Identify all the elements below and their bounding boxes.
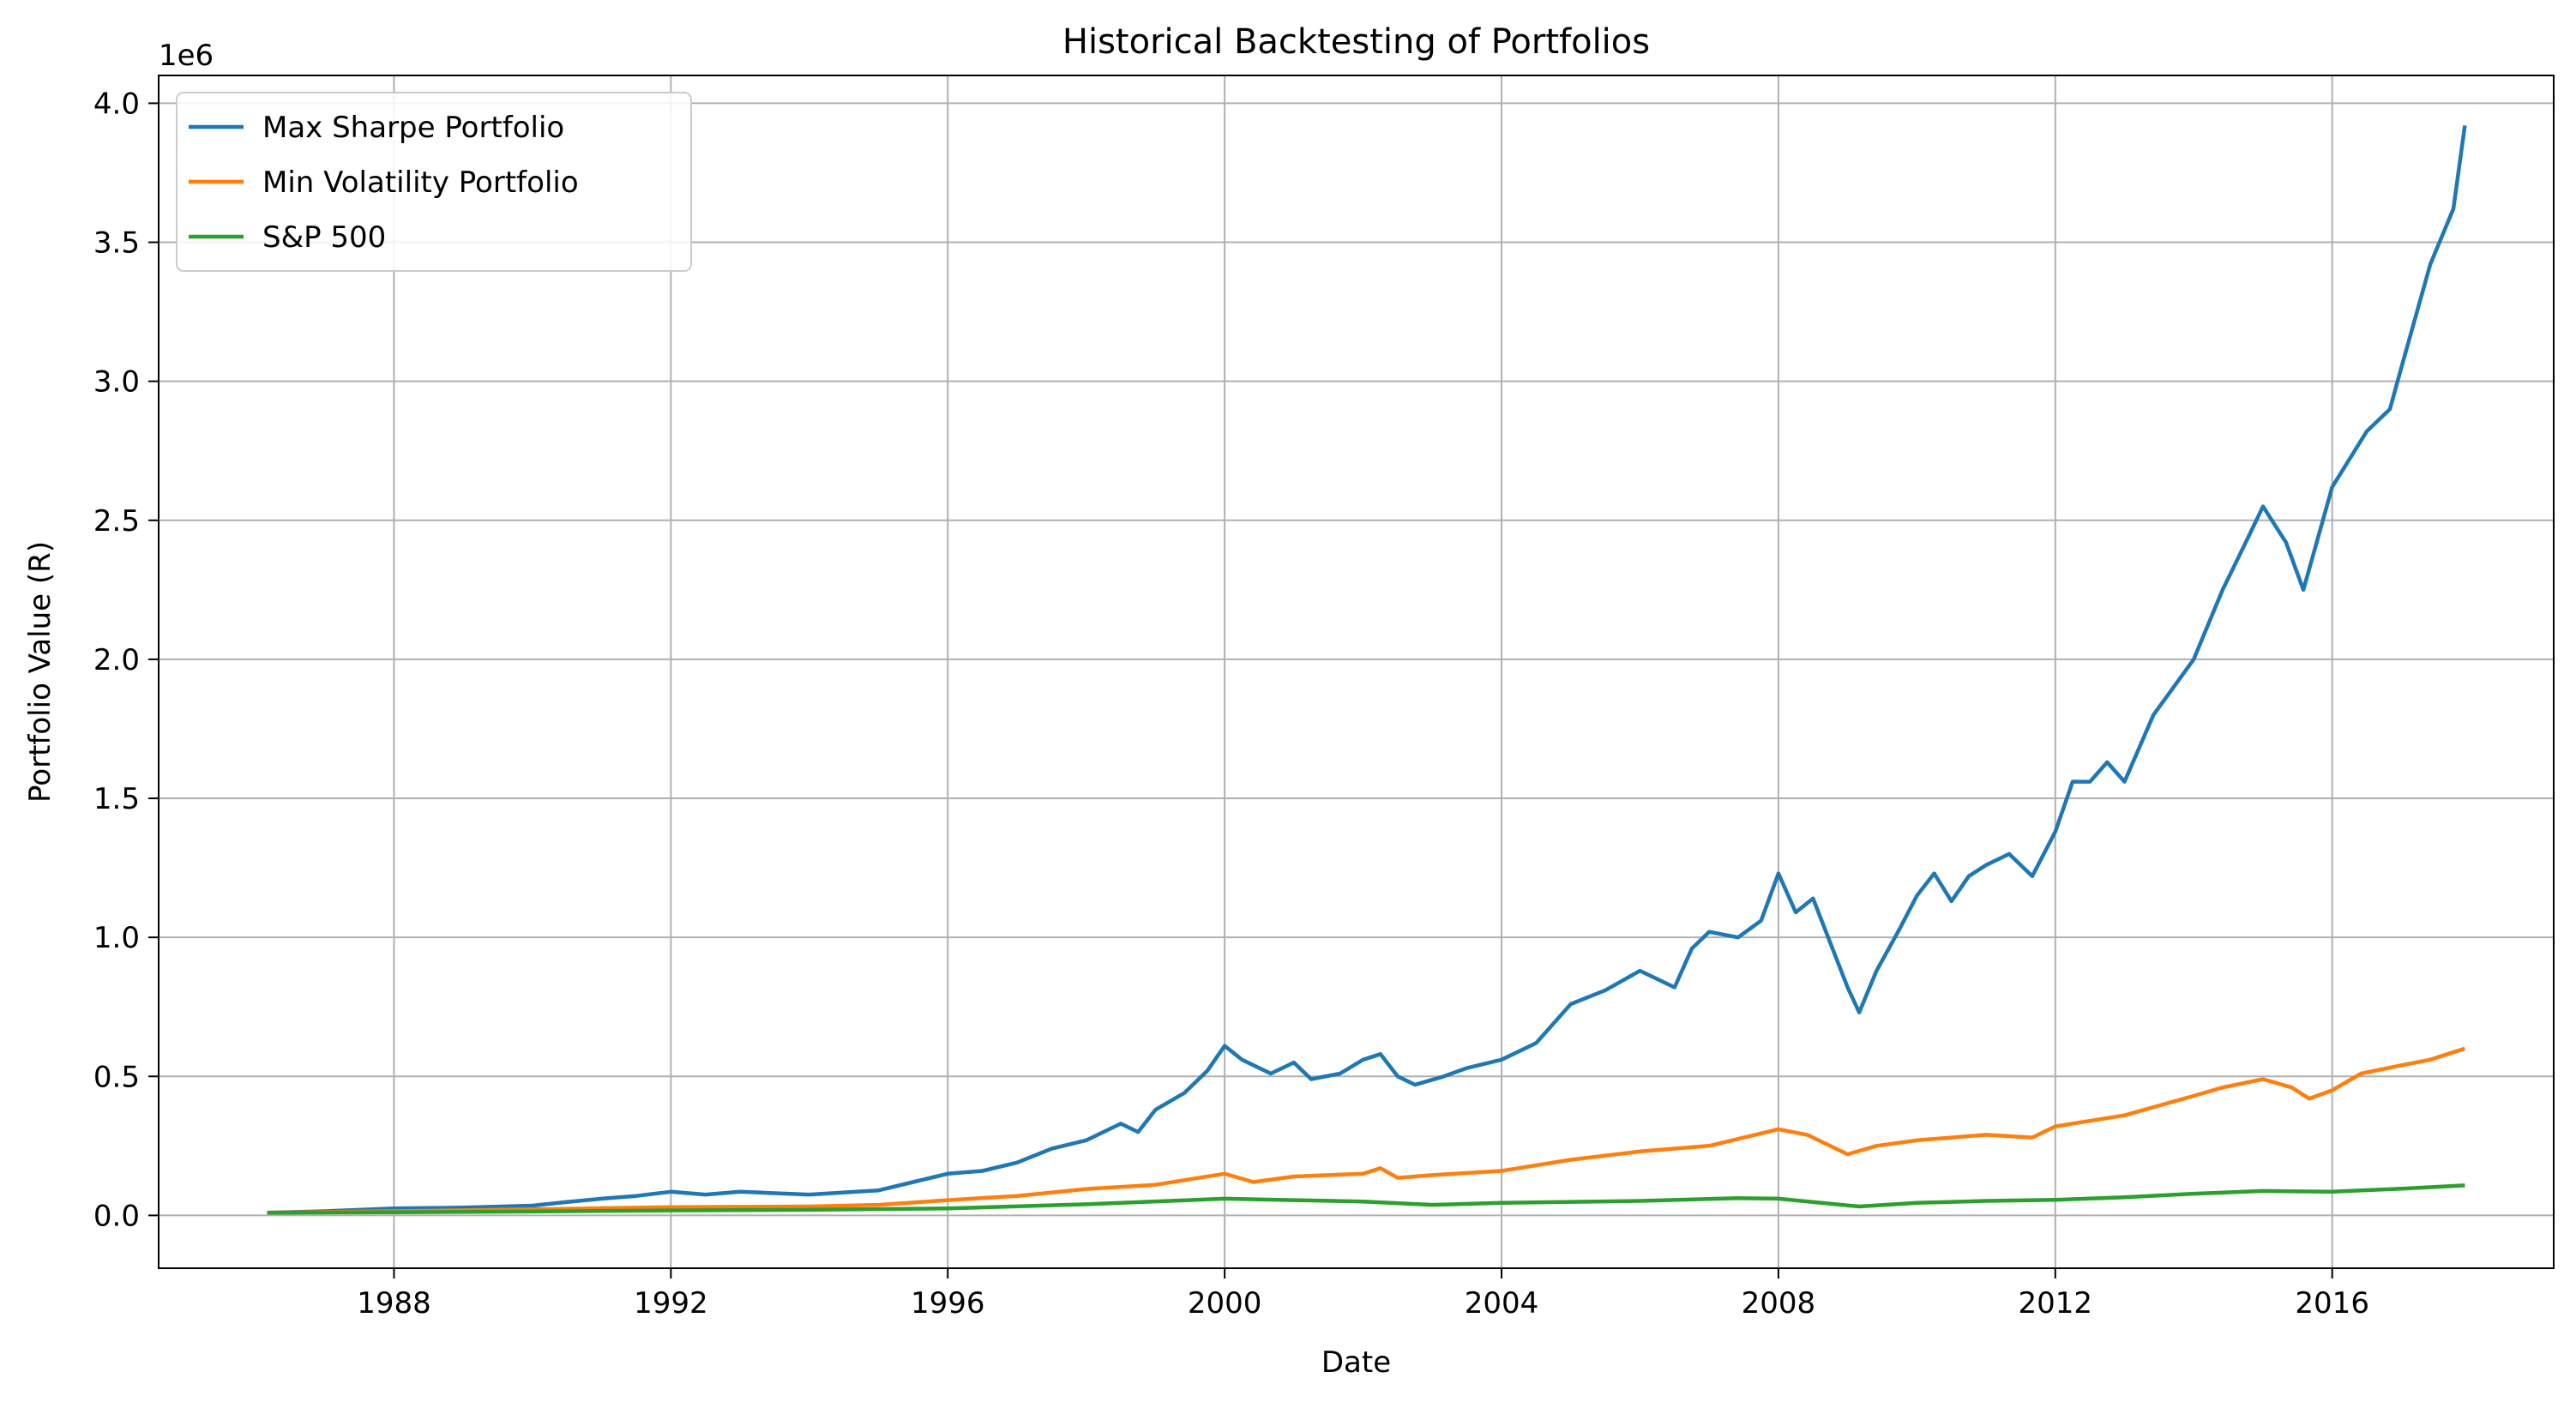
y-tick-label: 1.5	[93, 782, 140, 816]
y-tick-label: 2.5	[93, 504, 140, 539]
x-axis-label: Date	[1321, 1345, 1391, 1380]
legend-label-1: Max Sharpe Portfolio	[262, 111, 564, 145]
legend-label-3: S&P 500	[262, 220, 386, 255]
series-line-3	[267, 1183, 2465, 1215]
x-tick-label: 1992	[634, 1286, 708, 1321]
x-tick-label: 2004	[1465, 1286, 1539, 1321]
grid-layer	[159, 75, 2554, 1268]
y-tick-label: 3.5	[93, 226, 140, 261]
legend-label-2: Min Volatility Portfolio	[262, 165, 579, 200]
x-tick-label: 1996	[911, 1286, 985, 1321]
series-line-2	[267, 1046, 2466, 1215]
y-tick-label: 3.0	[93, 365, 140, 400]
y-axis-offset-label: 1e6	[159, 39, 214, 73]
x-tick-label: 2016	[2295, 1286, 2369, 1321]
x-tick-label: 2000	[1188, 1286, 1262, 1321]
y-tick-label: 0.5	[93, 1060, 140, 1094]
y-tick-label: 2.0	[93, 643, 140, 677]
x-tick-label: 1988	[357, 1286, 431, 1321]
series-line-1	[267, 125, 2467, 1215]
y-tick-label: 0.0	[93, 1199, 140, 1233]
tick-layer: 1988 1992 1996 2000 2004 2008 2012 2016 0.0 0.5 1.…	[93, 87, 2369, 1321]
legend-box	[176, 92, 692, 272]
x-tick-label: 2012	[2019, 1286, 2093, 1321]
x-tick-label: 2008	[1742, 1286, 1816, 1321]
plot-area-frame	[158, 75, 2555, 1269]
legend: Max Sharpe Portfolio Min Volatility Portf…	[176, 92, 692, 272]
y-tick-label: 1.0	[93, 921, 140, 955]
chart-title: Historical Backtesting of Portfolios	[1062, 22, 1650, 62]
series-layer	[267, 125, 2467, 1215]
y-tick-label: 4.0	[93, 87, 140, 121]
y-axis-label: Portfolio Value (R)	[23, 541, 57, 803]
